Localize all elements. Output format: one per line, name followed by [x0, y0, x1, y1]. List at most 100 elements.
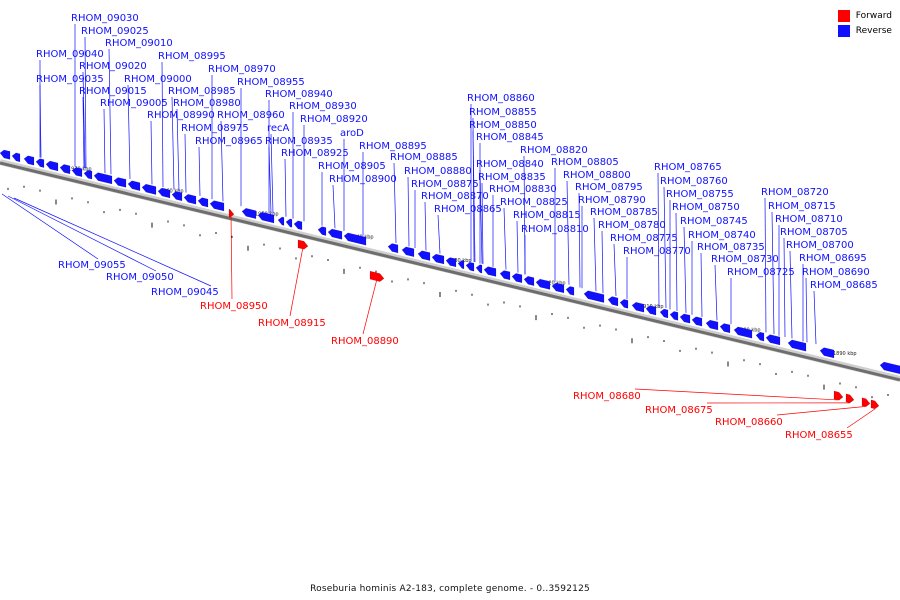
gene-leader — [1, 193, 99, 260]
gene-leader — [424, 201, 427, 251]
gene-label: RHOM_08730 — [711, 254, 779, 265]
gene-leader — [161, 61, 164, 188]
gene-label: RHOM_08770 — [623, 246, 691, 257]
gene-label: RHOM_08745 — [680, 216, 748, 227]
reverse-gene — [417, 250, 431, 261]
gene-label: RHOM_08825 — [500, 197, 568, 208]
gene-leader — [714, 264, 718, 321]
reverse-gene — [45, 160, 59, 172]
reverse-gene — [113, 177, 127, 188]
gene-label: RHOM_08710 — [775, 214, 843, 225]
gene-label: RHOM_08920 — [300, 114, 368, 125]
legend-item-forward: Forward — [837, 8, 892, 23]
reverse-gene — [197, 197, 209, 208]
gene-leader — [84, 36, 87, 169]
gene-label: RHOM_08930 — [289, 101, 357, 112]
gene-leader — [230, 213, 233, 300]
reverse-gene — [141, 183, 157, 195]
reverse-gene — [787, 339, 807, 352]
reverse-swatch — [837, 24, 850, 37]
gene-label: RHOM_08940 — [265, 89, 333, 100]
reverse-gene — [285, 218, 293, 228]
reverse-gene — [607, 296, 619, 307]
gene-label: RHOM_08875 — [411, 179, 479, 190]
gene-leader — [82, 96, 85, 169]
reverse-gene — [277, 216, 285, 226]
gene-label: RHOM_08705 — [780, 227, 848, 238]
gene-leader — [289, 246, 304, 317]
gene-leader — [437, 214, 441, 254]
reverse-gene — [645, 305, 657, 316]
gene-label: RHOM_08955 — [237, 77, 305, 88]
gene-label: RHOM_08845 — [476, 132, 544, 143]
legend-item-reverse: Reverse — [837, 23, 892, 38]
gene-leader — [39, 84, 42, 158]
gene-leader — [268, 146, 272, 213]
gene-leader — [284, 158, 287, 217]
reverse-gene — [431, 253, 445, 265]
reverse-gene — [401, 246, 415, 258]
gene-leader — [700, 252, 703, 317]
gene-label: RHOM_08885 — [390, 152, 458, 163]
gene-leader — [82, 71, 86, 169]
gene-leader — [472, 130, 476, 262]
gene-label: RHOM_08835 — [478, 172, 546, 183]
reverse-gene — [733, 326, 753, 339]
gene-label: RHOM_08880 — [404, 166, 472, 177]
reverse-gene — [457, 260, 465, 270]
reverse-gene — [583, 290, 605, 303]
reverse-gene — [523, 275, 535, 287]
axis-tick-label: 1930 kbp — [448, 258, 472, 264]
axis-tick-label: 1960 kbp — [160, 189, 184, 195]
gene-leader — [578, 192, 581, 288]
gene-label: RHOM_09000 — [124, 74, 192, 85]
gene-leader — [479, 169, 483, 264]
gene-label: RHOM_08915 — [258, 318, 326, 329]
reverse-gene — [11, 152, 21, 163]
gene-label: RHOM_08960 — [217, 110, 285, 121]
reverse-gene — [127, 180, 141, 192]
gene-label: RHOM_08760 — [660, 176, 728, 187]
gene-label: RHOM_08865 — [434, 204, 502, 215]
reverse-gene — [631, 302, 645, 313]
gene-label: recA — [267, 123, 290, 134]
map-caption: Roseburia hominis A2-183, complete genom… — [310, 584, 590, 594]
axis-tick-label: 1890 kbp — [833, 351, 857, 357]
gene-label: RHOM_08680 — [573, 391, 641, 402]
gene-label: RHOM_08970 — [208, 64, 276, 75]
reverse-gene — [209, 200, 225, 212]
gene-leader — [150, 120, 153, 185]
axis-tick-label: 1920 kbp — [542, 281, 566, 287]
gene-leader — [393, 162, 397, 243]
gene-label: RHOM_09020 — [79, 61, 147, 72]
gene-label: RHOM_08980 — [173, 98, 241, 109]
gene-leader — [184, 133, 187, 193]
reverse-gene — [465, 261, 475, 272]
reverse-gene — [551, 282, 565, 294]
gene-label: RHOM_08870 — [421, 191, 489, 202]
forward-gene — [228, 208, 235, 218]
forward-gene — [845, 393, 855, 404]
gene-label: RHOM_08935 — [265, 136, 333, 147]
reverse-gene — [0, 149, 11, 160]
gene-label: RHOM_09045 — [151, 287, 219, 298]
axis-line — [0, 161, 900, 382]
gene-leader — [683, 226, 687, 313]
gene-label: RHOM_08735 — [697, 242, 765, 253]
gene-label: RHOM_08820 — [520, 145, 588, 156]
gene-label: RHOM_08765 — [654, 162, 722, 173]
forward-swatch — [837, 9, 850, 22]
reverse-gene — [669, 311, 679, 321]
gene-label: RHOM_09050 — [106, 272, 174, 283]
gene-leader — [593, 217, 597, 292]
reverse-gene — [475, 264, 483, 274]
reverse-gene — [819, 347, 835, 359]
gene-label: RHOM_08655 — [785, 430, 853, 441]
gene-label: RHOM_08925 — [281, 148, 349, 159]
reverse-gene — [499, 270, 511, 281]
gene-label: RHOM_08830 — [489, 184, 557, 195]
reverse-gene — [23, 155, 35, 166]
gene-label: RHOM_08985 — [168, 86, 236, 97]
gene-label: RHOM_08965 — [195, 136, 263, 147]
